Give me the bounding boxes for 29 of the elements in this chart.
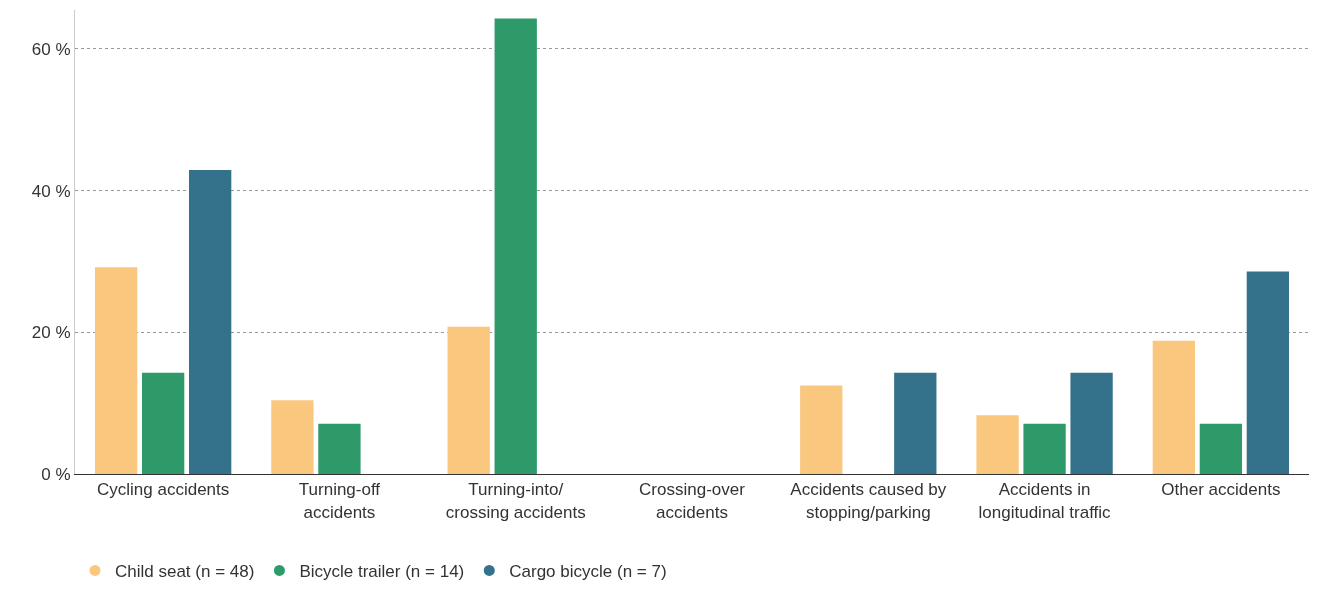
legend-label: Bicycle trailer (n = 14): [299, 562, 465, 582]
y-tick-label: 40 %: [31, 181, 71, 201]
y-tick-label: 0 %: [41, 464, 71, 484]
bar: [1246, 271, 1290, 474]
bar: [318, 423, 361, 474]
bar: [94, 267, 138, 474]
y-tick-label: 60 %: [31, 39, 71, 59]
bar: [800, 385, 843, 474]
bar: [1199, 423, 1243, 474]
legend-label: Child seat (n = 48): [115, 562, 255, 582]
bar: [447, 326, 490, 474]
legend-label: Cargo bicycle (n = 7): [509, 562, 667, 582]
x-tick-label: Turning-into/crossing accidents: [445, 480, 586, 522]
bar: [976, 415, 1019, 474]
bar: [1070, 372, 1113, 474]
bar: [494, 18, 537, 474]
x-tick-label: Crossing-over accidents: [639, 480, 746, 522]
bar: [1152, 340, 1195, 474]
x-tick-label: Other accidents: [1161, 480, 1281, 500]
x-tick-label: Accidents in longitudinal traffic: [978, 480, 1112, 522]
bar: [271, 400, 314, 474]
x-tick-label: Cycling accidents: [97, 480, 230, 500]
bar: [1023, 423, 1066, 474]
x-tick-label: Accidents caused by stopping/parking: [790, 480, 947, 522]
x-tick-label: Turning-off accidents: [298, 480, 381, 522]
bar: [189, 170, 232, 474]
bar: [141, 372, 185, 474]
y-tick-label: 20 %: [31, 323, 71, 343]
bar: [894, 372, 937, 474]
